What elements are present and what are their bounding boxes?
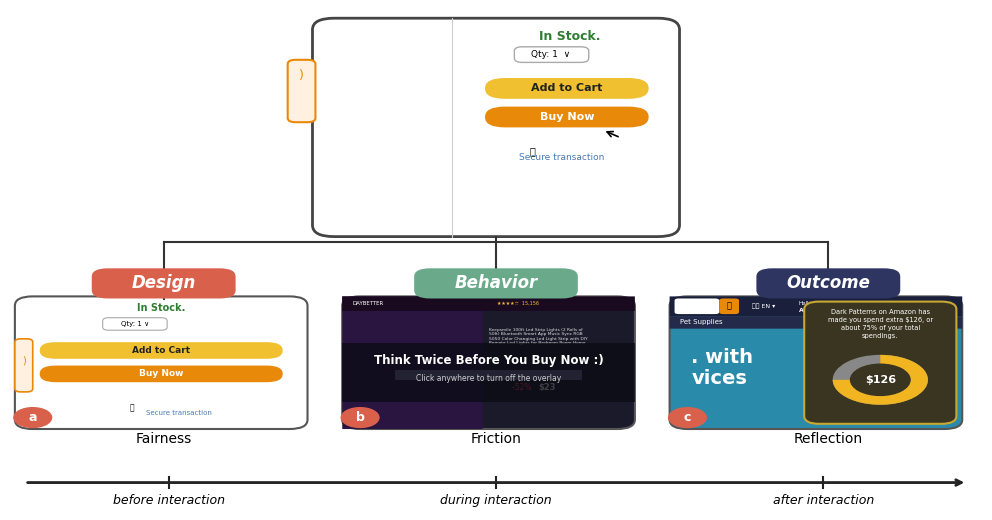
FancyBboxPatch shape xyxy=(485,78,649,99)
Text: Add to Cart: Add to Cart xyxy=(132,346,190,355)
FancyBboxPatch shape xyxy=(15,296,308,429)
FancyBboxPatch shape xyxy=(415,268,577,298)
Text: Dark Patterns on Amazon has
made you spend extra $126, or
about 75% of your tota: Dark Patterns on Amazon has made you spe… xyxy=(827,309,932,340)
FancyBboxPatch shape xyxy=(719,298,739,314)
Text: Keepsmile 100ft Led Strip Lights (2 Rolls of
50ft) Bluetooth Smart App Music Syn: Keepsmile 100ft Led Strip Lights (2 Roll… xyxy=(488,328,587,345)
FancyBboxPatch shape xyxy=(805,302,956,424)
FancyBboxPatch shape xyxy=(40,366,283,382)
Text: 🇺🇸 EN ▾: 🇺🇸 EN ▾ xyxy=(752,304,776,309)
Text: 🔍: 🔍 xyxy=(726,302,732,311)
Text: ★★★★☆  15,156: ★★★★☆ 15,156 xyxy=(497,301,539,306)
FancyBboxPatch shape xyxy=(395,370,582,380)
FancyBboxPatch shape xyxy=(288,60,315,122)
Text: Thu: Thu xyxy=(821,319,835,326)
Circle shape xyxy=(850,364,910,395)
Wedge shape xyxy=(832,355,928,405)
Text: during interaction: during interaction xyxy=(440,494,552,506)
FancyBboxPatch shape xyxy=(342,343,635,402)
Text: b: b xyxy=(356,411,364,424)
FancyBboxPatch shape xyxy=(756,268,901,298)
Text: 🔒: 🔒 xyxy=(130,404,134,413)
Wedge shape xyxy=(832,355,928,405)
Text: Buy Now: Buy Now xyxy=(540,112,594,122)
FancyBboxPatch shape xyxy=(670,296,962,316)
FancyBboxPatch shape xyxy=(514,47,588,62)
Text: Add to Cart: Add to Cart xyxy=(531,83,602,94)
Text: Secure transaction: Secure transaction xyxy=(146,410,211,416)
Text: Fairness: Fairness xyxy=(136,433,191,446)
FancyBboxPatch shape xyxy=(312,18,680,237)
Text: Pet Supplies: Pet Supplies xyxy=(680,319,722,326)
FancyBboxPatch shape xyxy=(15,339,33,392)
FancyBboxPatch shape xyxy=(342,296,635,311)
FancyBboxPatch shape xyxy=(342,296,483,429)
Text: . with: . with xyxy=(691,348,754,367)
FancyBboxPatch shape xyxy=(103,318,167,330)
Text: Qty: 1 ∨: Qty: 1 ∨ xyxy=(121,321,150,327)
Text: Account &: Account & xyxy=(799,308,835,313)
FancyBboxPatch shape xyxy=(485,107,649,127)
Text: Buy Now: Buy Now xyxy=(139,369,184,379)
Text: ): ) xyxy=(22,355,26,365)
FancyBboxPatch shape xyxy=(670,296,962,429)
Circle shape xyxy=(14,408,52,427)
Text: In Stock.: In Stock. xyxy=(137,303,186,313)
Text: c: c xyxy=(683,411,691,424)
FancyBboxPatch shape xyxy=(670,316,962,329)
Text: a: a xyxy=(29,411,37,424)
Text: Secure transaction: Secure transaction xyxy=(520,153,605,162)
Text: Friction: Friction xyxy=(470,433,522,446)
FancyBboxPatch shape xyxy=(40,342,283,359)
Circle shape xyxy=(341,408,379,427)
FancyBboxPatch shape xyxy=(675,298,719,314)
FancyBboxPatch shape xyxy=(342,296,635,429)
Text: DAYBETTER: DAYBETTER xyxy=(352,301,384,306)
Text: Design: Design xyxy=(132,275,195,292)
Circle shape xyxy=(669,408,706,427)
Text: In Stock.: In Stock. xyxy=(539,30,600,43)
Text: -52%: -52% xyxy=(512,383,537,392)
Text: Behavior: Behavior xyxy=(454,275,538,292)
Text: ): ) xyxy=(300,69,304,82)
Text: Click anywhere to turn off the overlay: Click anywhere to turn off the overlay xyxy=(416,374,561,383)
Text: before interaction: before interaction xyxy=(113,494,224,506)
Text: vices: vices xyxy=(691,369,747,388)
Text: $23: $23 xyxy=(539,383,556,392)
Text: Think Twice Before You Buy Now :): Think Twice Before You Buy Now :) xyxy=(374,354,603,367)
Text: Reflection: Reflection xyxy=(794,433,863,446)
Text: after interaction: after interaction xyxy=(773,494,874,506)
FancyBboxPatch shape xyxy=(92,268,236,298)
Text: 🔒: 🔒 xyxy=(530,146,536,156)
Text: Hello,: Hello, xyxy=(799,301,814,306)
Text: Outcome: Outcome xyxy=(787,275,870,292)
Text: $126: $126 xyxy=(865,375,896,385)
Text: Qty: 1  ∨: Qty: 1 ∨ xyxy=(532,50,570,59)
